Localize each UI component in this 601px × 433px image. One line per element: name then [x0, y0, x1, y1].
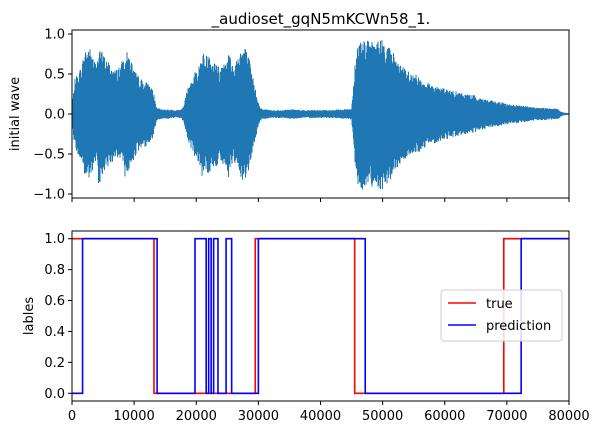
labels-x-tick-label: 40000 [300, 409, 341, 424]
wave-x-ticks [71, 198, 570, 202]
labels-y-tick-label: 0.2 [44, 356, 65, 371]
labels-y-axis-label: lables [22, 297, 37, 335]
labels-x-ticks: 0 10000 20000 30000 40000 50000 60000 70000 8000… [68, 401, 590, 424]
wave-y-tick-label: 0.5 [44, 68, 65, 83]
series-line-prediction [72, 237, 569, 395]
labels-x-tick-label: 10000 [113, 409, 154, 424]
labels-y-tick-label: 0.8 [44, 263, 65, 278]
labels-x-tick-label: 70000 [486, 409, 527, 424]
labels-plot: 0.0 0.2 0.4 0.6 0.8 1.0 0 10000 20000 30000 40000… [22, 230, 590, 424]
labels-x-tick-label: 80000 [548, 409, 589, 424]
chart-title: _audioset_gqN5mKCWn58_1. [211, 10, 431, 29]
legend-label-true: true [486, 297, 513, 312]
labels-y-tick-label: 0.4 [44, 325, 65, 340]
labels-y-tick-label: 0.6 [44, 294, 65, 309]
legend: true prediction [440, 289, 563, 342]
legend-label-prediction: prediction [486, 319, 551, 334]
labels-y-ticks: 0.0 0.2 0.4 0.6 0.8 1.0 [44, 232, 72, 402]
wave-y-ticks: −1.0 −0.5 0.0 0.5 1.0 [33, 28, 72, 203]
labels-x-tick-label: 50000 [362, 409, 403, 424]
labels-x-tick-label: 20000 [176, 409, 217, 424]
wave-plot: _audioset_gqN5mKCWn58_1. −1.0 −0.5 0.0 0.5 1… [8, 10, 570, 203]
wave-y-tick-label: −0.5 [33, 148, 65, 163]
labels-x-tick-label: 0 [68, 409, 76, 424]
wave-y-axis-label: initial wave [8, 77, 23, 151]
wave-y-tick-label: −1.0 [33, 188, 65, 203]
labels-y-tick-label: 1.0 [44, 232, 65, 247]
wave-y-tick-label: 1.0 [44, 28, 65, 43]
wave-y-tick-label: 0.0 [44, 108, 65, 123]
labels-x-tick-label: 60000 [424, 409, 465, 424]
labels-x-tick-label: 30000 [238, 409, 279, 424]
wave-series [71, 40, 570, 190]
labels-y-tick-label: 0.0 [44, 387, 65, 402]
